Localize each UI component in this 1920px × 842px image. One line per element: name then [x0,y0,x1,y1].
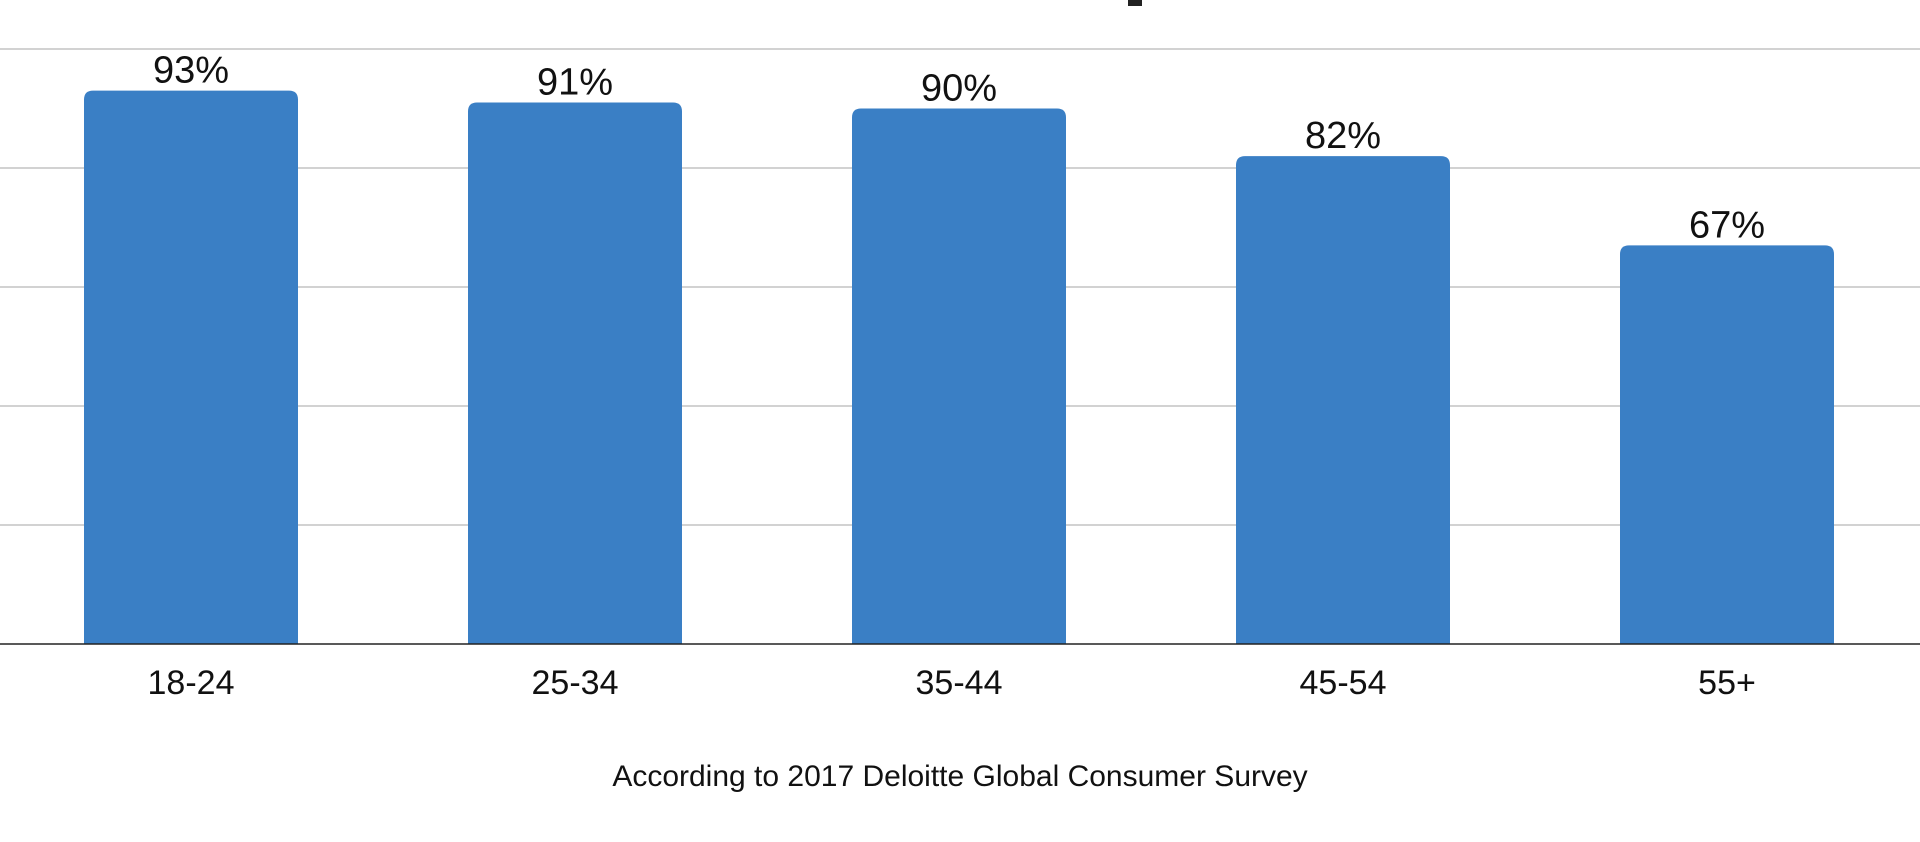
x-tick-label: 25-34 [532,664,619,702]
value-label: 91% [537,62,613,104]
value-label: 90% [921,68,997,110]
x-tick-label: 55+ [1698,664,1756,702]
x-tick-label: 45-54 [1300,664,1387,702]
bar-55+ [1620,245,1834,644]
value-label: 67% [1689,204,1765,246]
bar-18-24 [84,90,298,644]
bars [84,90,1834,645]
x-tick-label: 18-24 [148,664,235,702]
bar-25-34 [468,102,682,645]
x-tick-label: 35-44 [916,664,1003,702]
bar-45-54 [1236,156,1450,644]
x-tick-labels: 18-24 25-34 35-44 45-54 55+ [148,664,1756,702]
bar-35-44 [852,108,1066,644]
title-fragment [1128,0,1142,6]
value-label: 82% [1305,115,1381,157]
value-label: 93% [153,50,229,92]
chart-footnote: According to 2017 Deloitte Global Consum… [612,760,1308,793]
value-labels: 93% 91% 90% 82% 67% [153,50,1765,247]
